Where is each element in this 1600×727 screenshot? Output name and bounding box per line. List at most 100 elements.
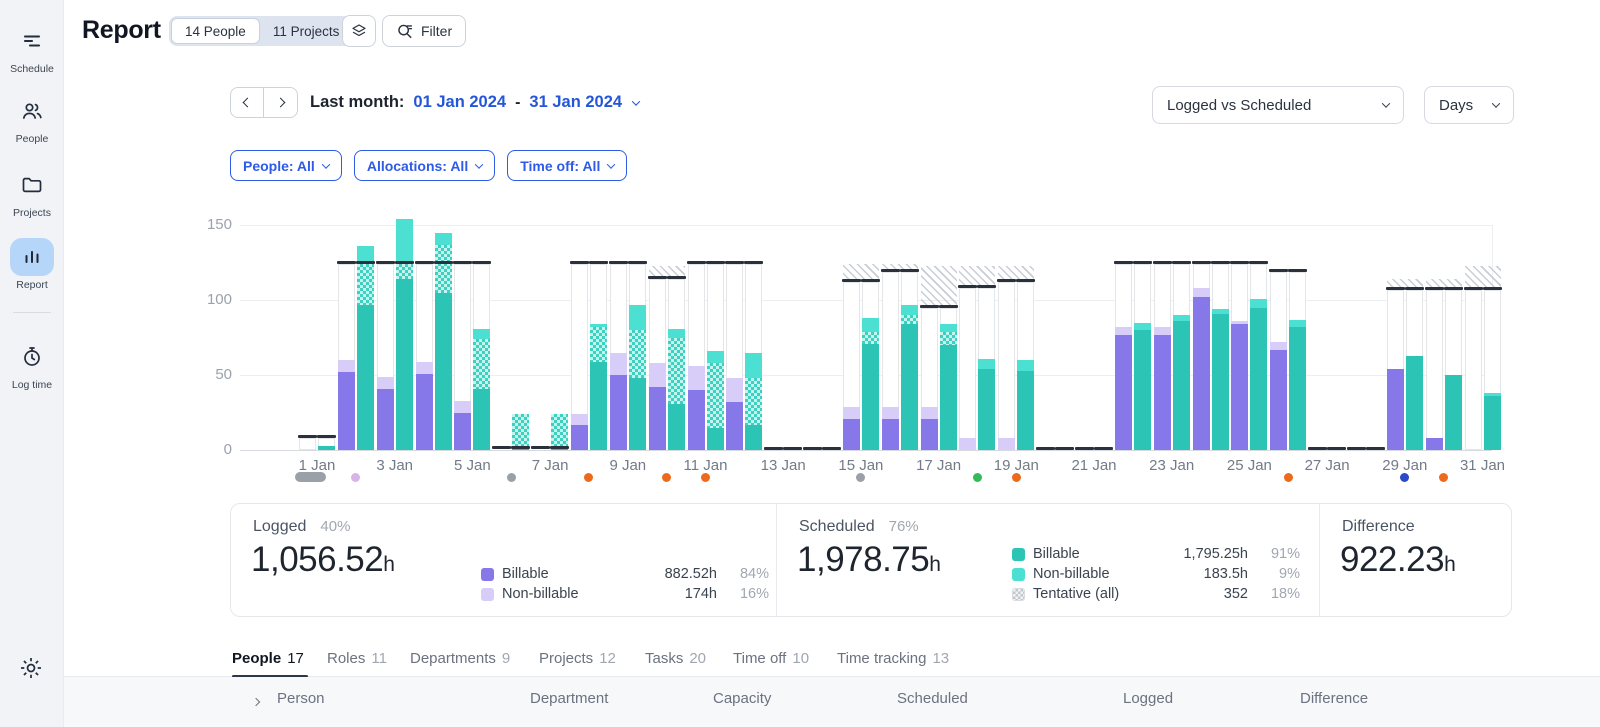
day-15-scheduled-tentative[interactable]: [861, 331, 879, 344]
sidebar-item-projects[interactable]: Projects: [0, 166, 64, 219]
day-10-scheduled-tentative[interactable]: [667, 337, 685, 404]
day-25-scheduled-billable[interactable]: [1250, 307, 1268, 450]
day-23-scheduled-billable[interactable]: [1172, 321, 1190, 450]
sidebar-item-report[interactable]: Report: [0, 238, 64, 291]
tab-roles[interactable]: Roles 11: [327, 641, 387, 676]
day-5-scheduled-billable[interactable]: [473, 388, 491, 450]
day-29-logged-billable[interactable]: [1386, 369, 1404, 450]
prev-period-button[interactable]: [231, 88, 264, 117]
day-30-scheduled-billable[interactable]: [1444, 375, 1462, 450]
day-8-note-marker[interactable]: [584, 473, 594, 482]
day-19-scheduled-nonbillable[interactable]: [1017, 360, 1035, 371]
day-2-logged-billable[interactable]: [337, 372, 355, 450]
sidebar-item-log-time[interactable]: Log time: [0, 338, 64, 391]
day-15-logged-billable[interactable]: [842, 418, 860, 450]
tab-tasks[interactable]: Tasks 20: [645, 641, 706, 676]
day-5-logged-billable[interactable]: [454, 412, 472, 450]
day-8-logged-billable[interactable]: [570, 424, 588, 450]
day-30-note-marker[interactable]: [1439, 473, 1449, 482]
tab-time-off[interactable]: Time off 10: [733, 641, 809, 676]
column-header-difference[interactable]: Difference: [1300, 690, 1369, 707]
day-9-scheduled-nonbillable[interactable]: [628, 304, 646, 330]
day-24-logged-nonbillable[interactable]: [1192, 288, 1210, 297]
day-26-note-marker[interactable]: [1283, 473, 1293, 482]
day-24-scheduled-nonbillable[interactable]: [1211, 309, 1229, 314]
day-5-logged-nonbillable[interactable]: [454, 400, 472, 413]
day-10-scheduled-billable[interactable]: [667, 403, 685, 450]
tab-time-tracking[interactable]: Time tracking 13: [837, 641, 949, 676]
day-29-scheduled-billable[interactable]: [1405, 355, 1423, 450]
day-16-scheduled-nonbillable[interactable]: [900, 304, 918, 315]
filter-button[interactable]: Filter: [382, 15, 467, 47]
tab-departments[interactable]: Departments 9: [410, 641, 510, 676]
tab-people[interactable]: People 17: [232, 641, 308, 678]
day-16-logged-nonbillable[interactable]: [881, 406, 899, 419]
tab-projects[interactable]: Projects 12: [539, 641, 616, 676]
day-17-scheduled-billable[interactable]: [939, 345, 957, 450]
day-4-logged-nonbillable[interactable]: [415, 361, 433, 374]
day-9-scheduled-billable[interactable]: [628, 378, 646, 450]
day-18-note-marker[interactable]: [972, 473, 982, 482]
day-15-scheduled-billable[interactable]: [861, 343, 879, 450]
day-25-logged-billable[interactable]: [1231, 324, 1249, 450]
compare-layers-button[interactable]: [342, 15, 376, 47]
expand-rows-chevron[interactable]: [251, 692, 261, 710]
day-31-scheduled-nonbillable[interactable]: [1483, 393, 1501, 396]
day-26-scheduled-nonbillable[interactable]: [1289, 319, 1307, 327]
day-16-scheduled-billable[interactable]: [900, 324, 918, 450]
day-22-scheduled-nonbillable[interactable]: [1133, 322, 1151, 330]
day-11-logged-billable[interactable]: [687, 390, 705, 450]
day-26-logged-billable[interactable]: [1270, 349, 1288, 450]
day-18-scheduled-nonbillable[interactable]: [978, 358, 996, 369]
day-25-scheduled-nonbillable[interactable]: [1250, 298, 1268, 308]
day-23-scheduled-nonbillable[interactable]: [1172, 315, 1190, 321]
day-18-scheduled-billable[interactable]: [978, 369, 996, 450]
day-16-logged-billable[interactable]: [881, 418, 899, 450]
day-9-logged-nonbillable[interactable]: [609, 352, 627, 375]
unit-dropdown[interactable]: Days: [1424, 86, 1514, 124]
day-16-scheduled-tentative[interactable]: [900, 315, 918, 324]
day-7-scheduled-tentative[interactable]: [551, 414, 569, 449]
day-5-scheduled-tentative[interactable]: [473, 339, 491, 389]
day-6-scheduled-billable[interactable]: [512, 448, 530, 450]
day-15-scheduled-nonbillable[interactable]: [861, 318, 879, 332]
day-9-logged-billable[interactable]: [609, 375, 627, 450]
day-1-note-marker[interactable]: [295, 472, 326, 482]
day-12-scheduled-billable[interactable]: [745, 424, 763, 450]
day-4-logged-billable[interactable]: [415, 373, 433, 450]
day-22-scheduled-billable[interactable]: [1133, 330, 1151, 450]
day-6-note-marker[interactable]: [506, 473, 516, 482]
toggle-people-button[interactable]: 14 People: [171, 18, 260, 44]
day-3-scheduled-nonbillable[interactable]: [395, 219, 413, 264]
day-30-logged-billable[interactable]: [1425, 438, 1443, 450]
day-12-scheduled-nonbillable[interactable]: [745, 352, 763, 378]
day-17-scheduled-tentative[interactable]: [939, 331, 957, 345]
column-header-scheduled[interactable]: Scheduled: [897, 690, 968, 707]
day-5-scheduled-nonbillable[interactable]: [473, 328, 491, 339]
day-7-scheduled-billable[interactable]: [551, 448, 569, 450]
day-4-scheduled-billable[interactable]: [434, 292, 452, 450]
day-2-scheduled-nonbillable[interactable]: [356, 246, 374, 264]
day-4-scheduled-tentative[interactable]: [434, 244, 452, 293]
day-11-scheduled-billable[interactable]: [706, 427, 724, 450]
day-2-scheduled-billable[interactable]: [356, 304, 374, 450]
day-2-note-marker[interactable]: [351, 473, 361, 482]
day-8-logged-nonbillable[interactable]: [570, 414, 588, 425]
sidebar-item-people[interactable]: People: [0, 92, 64, 145]
day-11-logged-nonbillable[interactable]: [687, 366, 705, 390]
day-26-scheduled-billable[interactable]: [1289, 327, 1307, 450]
day-25-logged-nonbillable[interactable]: [1231, 321, 1249, 324]
day-11-scheduled-tentative[interactable]: [706, 363, 724, 428]
day-11-note-marker[interactable]: [701, 473, 710, 482]
day-10-logged-billable[interactable]: [648, 387, 666, 450]
day-31-scheduled-billable[interactable]: [1483, 396, 1501, 450]
day-9-scheduled-tentative[interactable]: [628, 330, 646, 378]
day-2-scheduled-tentative[interactable]: [356, 264, 374, 305]
end-date-link[interactable]: 31 Jan 2024: [529, 93, 623, 111]
day-22-logged-billable[interactable]: [1114, 334, 1132, 450]
day-19-note-marker[interactable]: [1011, 473, 1021, 482]
day-8-scheduled-tentative[interactable]: [589, 327, 607, 362]
column-header-department[interactable]: Department: [530, 690, 609, 707]
day-8-scheduled-nonbillable[interactable]: [589, 324, 607, 327]
day-3-logged-billable[interactable]: [376, 388, 394, 450]
